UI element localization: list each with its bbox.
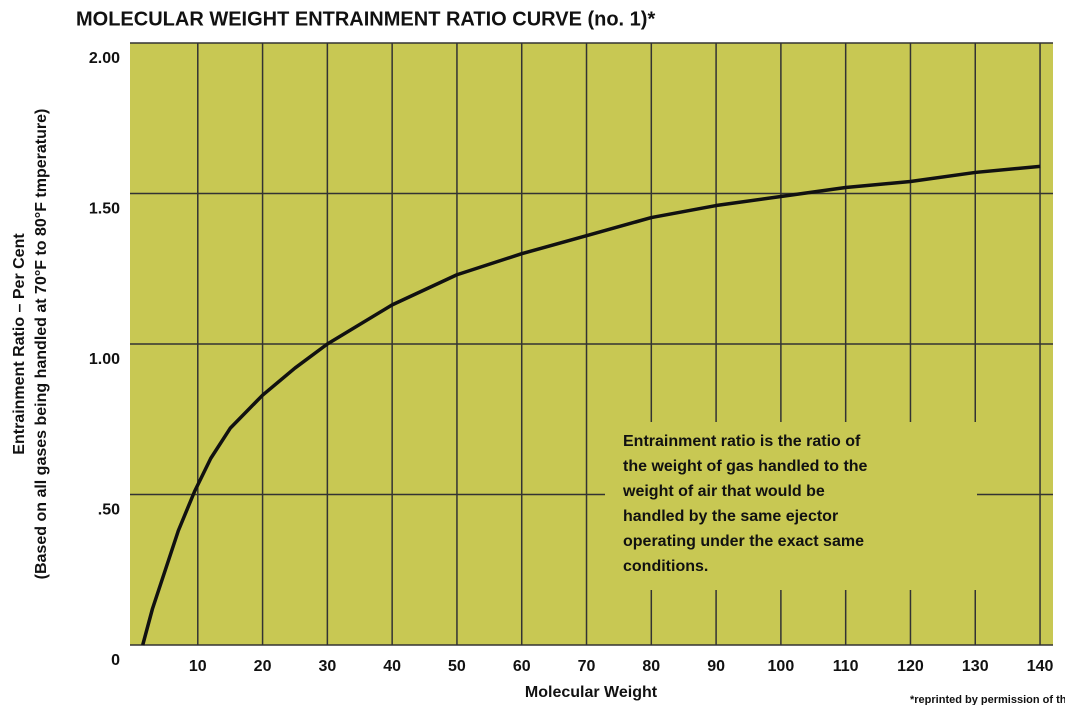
y-axis-sublabel: (Based on all gases being handled at 70°… xyxy=(33,109,50,580)
x-tick-label: 80 xyxy=(642,658,660,675)
x-tick-label: 100 xyxy=(768,658,795,675)
x-tick-label: 130 xyxy=(962,658,989,675)
y-tick-label: 1.50 xyxy=(89,201,120,218)
annotation-line: operating under the exact same xyxy=(623,533,864,550)
x-axis-label: Molecular Weight xyxy=(525,684,658,701)
x-tick-label: 90 xyxy=(707,658,725,675)
curve xyxy=(141,164,1041,646)
chart-title: MOLECULAR WEIGHT ENTRAINMENT RATIO CURVE… xyxy=(76,8,655,30)
annotation-line: the weight of gas handled to the xyxy=(623,458,868,475)
y-axis-label: Entrainment Ratio – Per Cent xyxy=(11,233,28,455)
x-tick-label: 20 xyxy=(254,658,272,675)
annotation-box xyxy=(605,422,977,590)
annotation-line: weight of air that would be xyxy=(622,483,825,500)
annotation-line: Entrainment ratio is the ratio of xyxy=(623,433,861,450)
x-tick-label: 70 xyxy=(578,658,596,675)
y-tick-label: 0 xyxy=(111,652,120,669)
x-tick-label: 60 xyxy=(513,658,531,675)
x-tick-label: 50 xyxy=(448,658,466,675)
y-tick-label: 1.00 xyxy=(89,351,120,368)
x-tick-label: 110 xyxy=(833,658,859,675)
annotation-line: handled by the same ejector xyxy=(623,508,838,525)
x-tick-label: 30 xyxy=(318,658,336,675)
y-tick-label: .50 xyxy=(98,502,120,519)
y-tick-label: 2.00 xyxy=(89,50,120,67)
annotation-line: conditions. xyxy=(623,558,708,575)
x-tick-label: 120 xyxy=(897,658,924,675)
x-tick-label: 10 xyxy=(189,658,207,675)
footnote: *reprinted by permission of the Heat Exc… xyxy=(910,694,1065,705)
x-tick-label: 40 xyxy=(383,658,401,675)
x-tick-label: 140 xyxy=(1027,658,1054,675)
